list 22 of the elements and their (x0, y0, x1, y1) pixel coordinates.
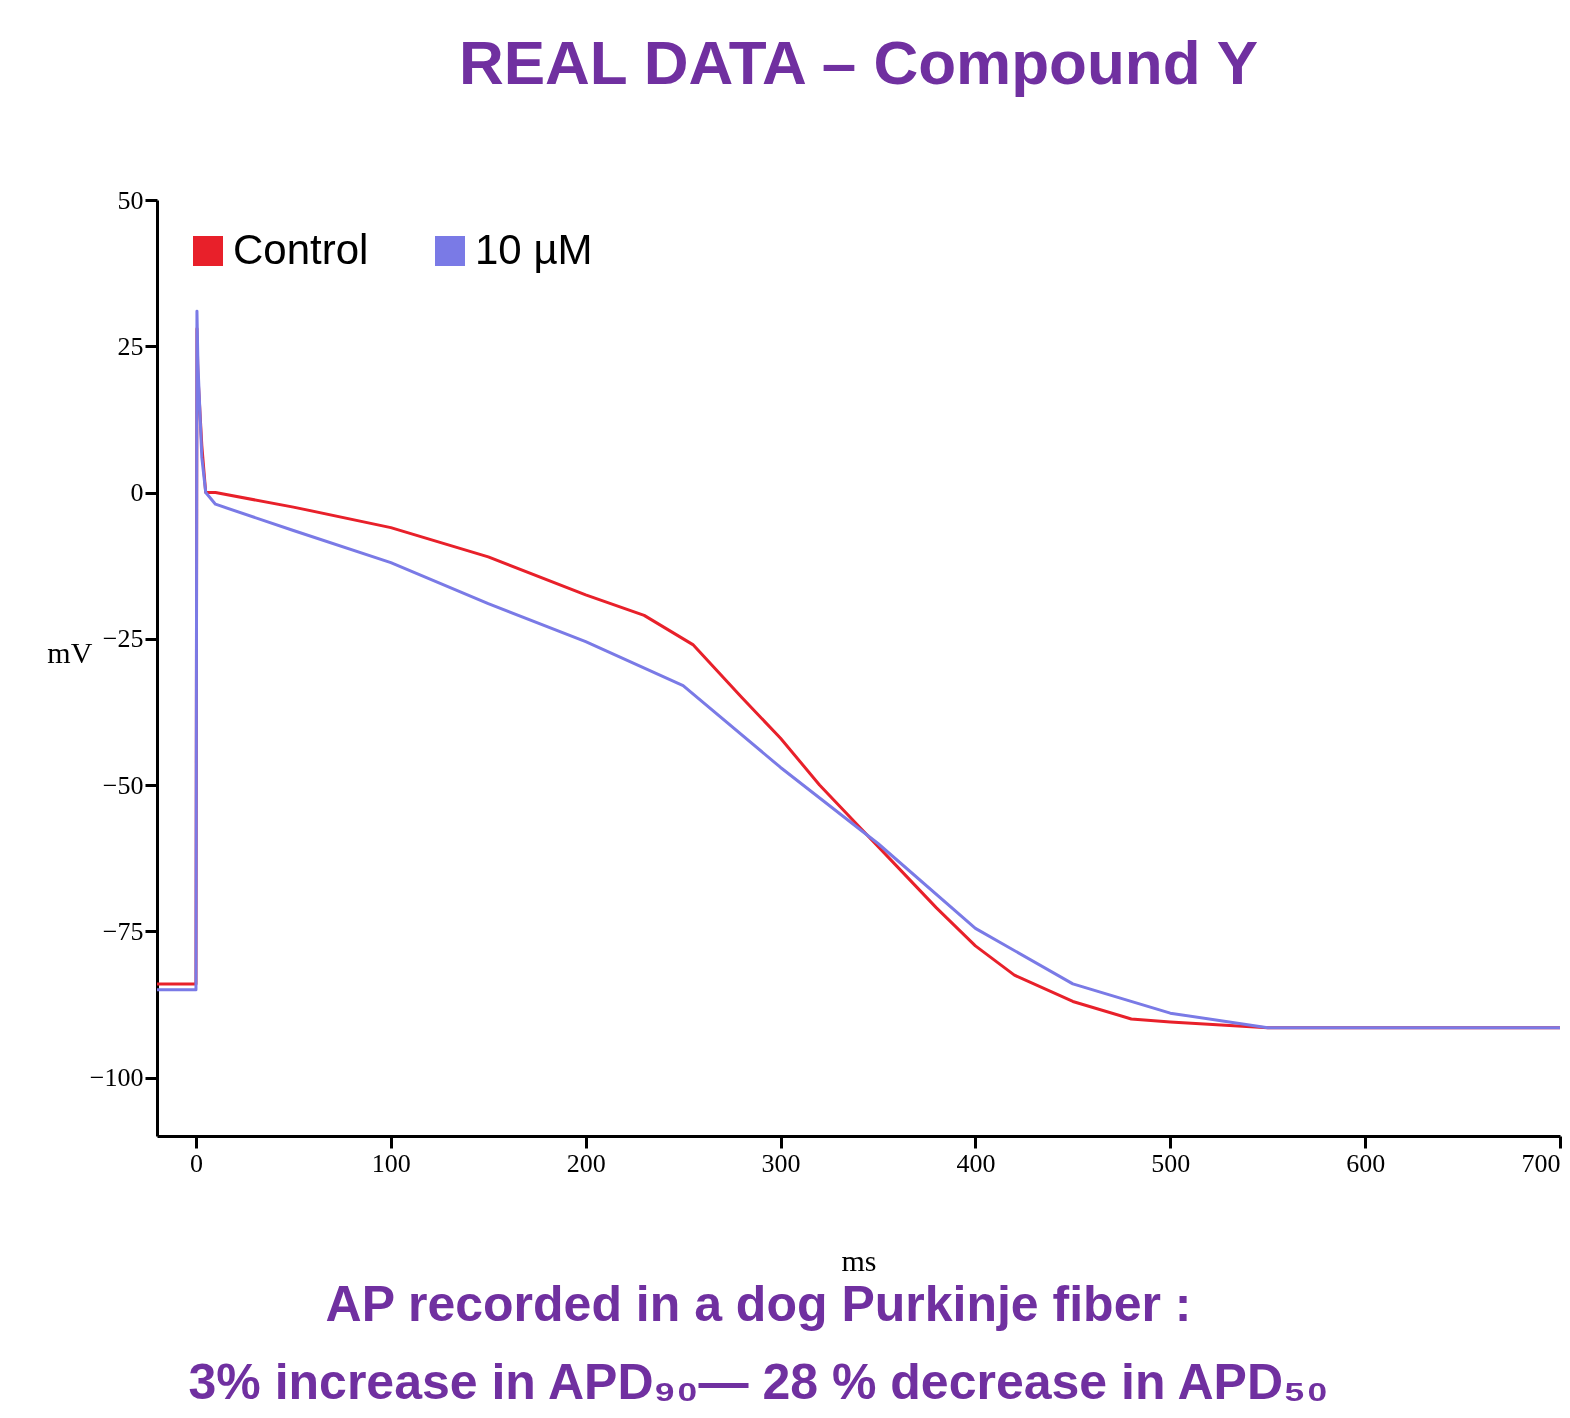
text: AP recorded in a dog Purkinje fiber : (325, 1276, 1192, 1332)
x-tick-label: 500 (1151, 1148, 1191, 1178)
x-tick-label: 0 (189, 1148, 203, 1178)
y-tick-label: −50 (102, 770, 144, 800)
x-tick-label: 100 (371, 1148, 411, 1178)
legend-label: 10 µM (475, 226, 593, 273)
y-tick-label: 25 (117, 331, 144, 361)
y-tick-label: −75 (102, 916, 144, 946)
y-tick-label: −100 (89, 1063, 144, 1092)
x-tick-label: 400 (956, 1148, 996, 1178)
x-axis-title: ms (841, 1243, 877, 1277)
y-tick-label: −25 (102, 624, 144, 654)
x-tick-label: 700 (1521, 1148, 1561, 1178)
x-tick-label: 600 (1346, 1148, 1386, 1178)
y-tick-label: 0 (130, 478, 144, 507)
text: 3% increase in APD₉₀— 28 % decrease in APD₅₀ (188, 1354, 1329, 1410)
chart-title: REAL DATA – Compound Y (458, 28, 1259, 97)
legend-label: Control (233, 226, 369, 273)
x-tick-label: 300 (761, 1148, 801, 1178)
y-axis-title: mV (47, 635, 93, 669)
x-tick-label: 200 (566, 1148, 606, 1178)
y-tick-label: 50 (117, 185, 144, 215)
